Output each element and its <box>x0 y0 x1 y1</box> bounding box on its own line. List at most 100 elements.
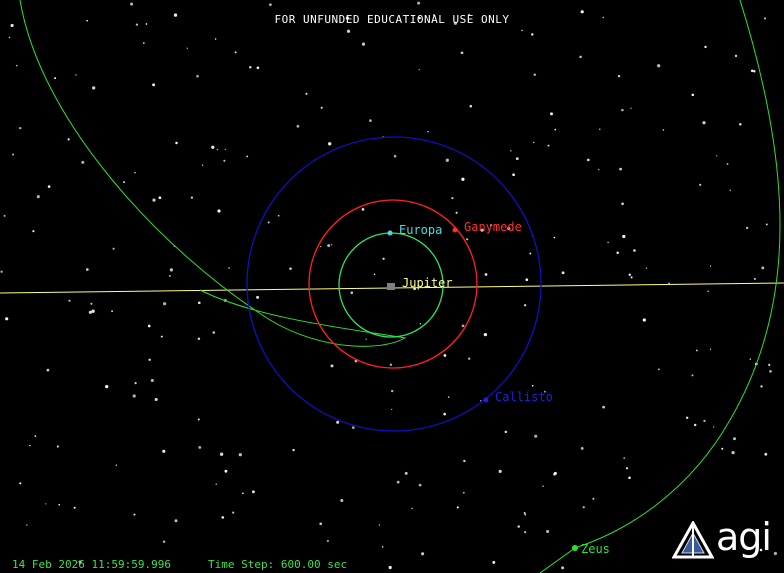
star <box>461 324 465 328</box>
star <box>32 230 35 233</box>
star <box>561 271 565 275</box>
star <box>219 452 224 456</box>
star <box>621 202 624 206</box>
star <box>169 275 171 277</box>
star <box>533 141 535 144</box>
star <box>45 503 47 505</box>
star <box>221 516 225 519</box>
star <box>759 548 763 552</box>
license-banner: FOR UNFUNDED EDUCATIONAL USE ONLY <box>274 13 510 26</box>
star <box>361 208 365 211</box>
star <box>602 405 605 409</box>
star <box>145 23 148 25</box>
star <box>628 273 631 276</box>
star <box>515 157 519 161</box>
europa-marker[interactable] <box>387 230 393 236</box>
star <box>553 236 556 239</box>
star <box>417 1 421 5</box>
star <box>419 322 422 325</box>
star <box>707 290 710 293</box>
star <box>704 45 707 49</box>
star <box>327 244 331 248</box>
star <box>749 358 751 360</box>
star <box>211 145 215 149</box>
star <box>702 121 706 125</box>
star <box>326 539 329 543</box>
star <box>134 381 137 385</box>
star <box>764 452 768 456</box>
star <box>617 74 621 78</box>
star <box>8 36 11 39</box>
star <box>330 244 333 246</box>
star <box>483 332 488 337</box>
star <box>158 196 162 200</box>
callisto-marker[interactable] <box>483 397 489 403</box>
star <box>547 144 550 147</box>
star <box>391 408 393 411</box>
star <box>696 349 698 352</box>
agi-logo-text: agi <box>716 515 772 559</box>
star <box>162 449 166 453</box>
star <box>523 512 526 514</box>
star <box>694 423 697 427</box>
star <box>512 173 515 176</box>
star <box>691 374 694 377</box>
star <box>721 447 724 450</box>
star <box>26 524 28 526</box>
star <box>190 196 194 199</box>
star <box>498 469 502 474</box>
star <box>642 318 646 322</box>
star <box>739 123 742 126</box>
star <box>269 3 272 6</box>
star <box>699 183 702 186</box>
star <box>582 506 585 509</box>
star <box>373 273 376 276</box>
star <box>19 482 22 485</box>
star <box>354 359 358 363</box>
star <box>246 155 249 158</box>
star <box>130 2 134 6</box>
star <box>305 92 308 95</box>
star <box>466 238 469 241</box>
star <box>533 73 537 76</box>
star <box>529 252 532 255</box>
star <box>174 519 178 523</box>
star <box>432 13 435 16</box>
star <box>336 420 340 424</box>
star <box>544 390 546 393</box>
star <box>238 453 242 457</box>
star <box>224 148 227 151</box>
europa-label: Europa <box>399 223 443 237</box>
star <box>173 13 178 17</box>
star <box>546 530 550 533</box>
ganymede-marker[interactable] <box>452 227 458 233</box>
star <box>451 197 454 200</box>
star <box>745 226 749 230</box>
star <box>34 435 37 437</box>
star <box>147 324 151 328</box>
star <box>447 396 450 398</box>
star <box>289 267 292 270</box>
star <box>197 337 201 341</box>
star <box>630 276 633 279</box>
star <box>111 310 114 313</box>
star <box>769 370 772 373</box>
star <box>393 154 397 158</box>
star <box>619 167 622 171</box>
zeus-marker[interactable] <box>572 545 578 551</box>
star <box>388 565 392 570</box>
star <box>346 29 351 33</box>
star <box>713 426 715 428</box>
star <box>504 430 508 434</box>
star <box>462 491 465 494</box>
jupiter-marker[interactable] <box>387 283 395 290</box>
star <box>256 295 260 299</box>
star <box>197 301 201 305</box>
star <box>267 221 270 224</box>
star <box>85 268 89 271</box>
simulation-date: 14 Feb 2026 11:59:59.996 <box>12 558 171 571</box>
star <box>480 400 482 402</box>
star <box>56 445 59 448</box>
